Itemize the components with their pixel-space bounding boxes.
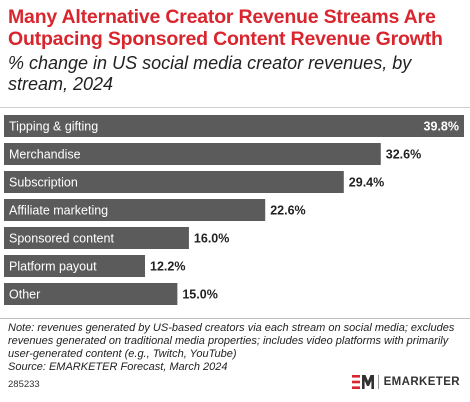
bar-affiliate-marketing [4, 199, 266, 221]
value-label: 29.4% [349, 176, 384, 190]
bar-platform-payout [4, 255, 146, 277]
value-label: 12.2% [150, 260, 185, 274]
emarketer-logo-icon [351, 375, 374, 389]
category-label: Platform payout [9, 260, 97, 274]
brand-name: EMARKETER [383, 376, 460, 388]
category-label: Merchandise [9, 148, 81, 162]
bar-merchandise [4, 143, 381, 165]
bar-subscription [4, 171, 344, 193]
bar-sponsored-content [4, 227, 189, 249]
bar-tipping-gifting [4, 115, 464, 137]
category-label: Subscription [9, 176, 78, 190]
value-label: 39.8% [424, 120, 459, 134]
bar-chart: Tipping & gifting 39.8% Merchandise 32.6% Su… [4, 115, 464, 305]
brand-separator [377, 375, 379, 389]
bar-other [4, 283, 178, 305]
value-label: 16.0% [194, 232, 229, 246]
category-label: Other [9, 288, 40, 302]
chart-subtitle: % change in US social media creator reve… [8, 53, 412, 94]
chart-id: 285233 [8, 379, 40, 390]
chart-note: Note: revenues generated by US-based cre… [8, 322, 455, 360]
chart-source: Source: EMARKETER Forecast, March 2024 [8, 361, 228, 373]
value-label: 22.6% [270, 204, 305, 218]
value-label: 32.6% [386, 148, 421, 162]
top-divider [0, 107, 470, 108]
category-label: Tipping & gifting [9, 120, 98, 134]
category-label: Sponsored content [9, 232, 114, 246]
footer-divider [0, 318, 470, 319]
chart-title: Many Alternative Creator Revenue Streams… [8, 6, 443, 50]
category-label: Affiliate marketing [9, 204, 108, 218]
value-label: 15.0% [182, 288, 217, 302]
chart-note-block: Note: revenues generated by US-based cre… [8, 322, 464, 374]
brand-logo: EMARKETER [351, 374, 460, 390]
